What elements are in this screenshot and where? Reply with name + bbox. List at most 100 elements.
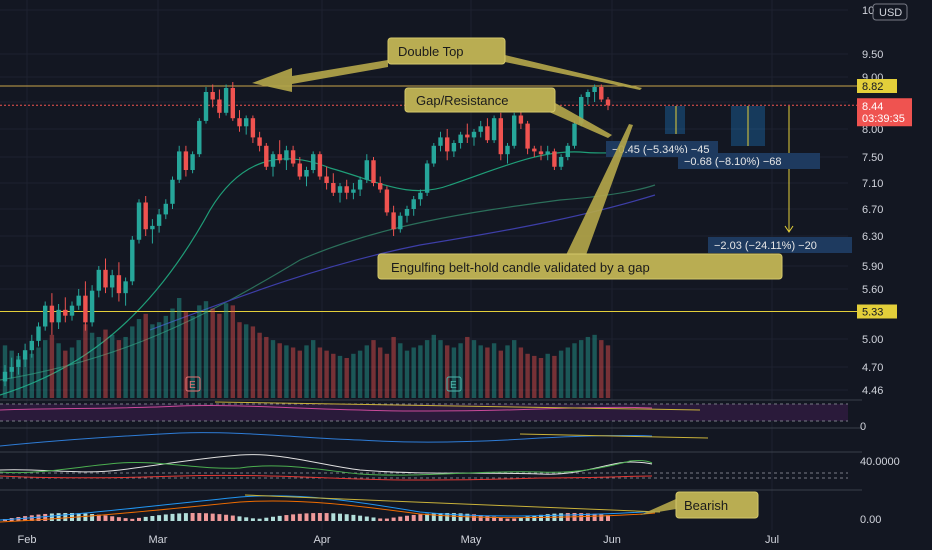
- macd-histogram-bar: [43, 513, 48, 521]
- indicator-pane-4: [0, 489, 862, 523]
- resistance-price-text: 8.82: [862, 81, 883, 93]
- candle: [391, 205, 396, 236]
- volume-bar: [257, 332, 262, 398]
- candle: [357, 176, 363, 196]
- volume-bar: [277, 343, 282, 398]
- candle: [424, 160, 430, 196]
- candle: [525, 120, 530, 155]
- volume-bar: [512, 340, 517, 398]
- candle-body: [277, 154, 282, 161]
- candle: [438, 131, 443, 152]
- currency-badge[interactable]: USD: [872, 3, 908, 21]
- candle-body: [585, 92, 591, 97]
- candle: [317, 151, 323, 180]
- macd-signal-line: [0, 500, 656, 523]
- candle-body: [69, 305, 75, 316]
- ma-fast-line: [0, 149, 656, 396]
- price-tick: 5.90: [862, 261, 883, 273]
- macd-histogram-bar: [250, 518, 255, 521]
- indicator-3-line-b: [0, 460, 653, 476]
- candle: [465, 123, 470, 143]
- volume-bar: [311, 340, 316, 398]
- engulfing-callout[interactable]: Engulfing belt-hold candle validated by …: [377, 124, 783, 280]
- candle-body: [364, 160, 369, 180]
- earnings-mark-2[interactable]: E: [446, 376, 462, 392]
- macd-histogram-bar: [364, 516, 369, 521]
- volume-bar: [270, 340, 276, 398]
- candle: [505, 143, 510, 164]
- candle-body: [498, 118, 503, 155]
- candle: [257, 131, 262, 152]
- candle: [89, 285, 95, 327]
- price-axis[interactable]: 109.509.008.508.007.507.106.706.305.905.…: [862, 5, 883, 397]
- macd-histogram-bar: [83, 513, 88, 521]
- candle: [136, 199, 142, 244]
- candle-body: [203, 92, 209, 121]
- candle-body: [579, 97, 584, 124]
- candle-body: [170, 179, 175, 204]
- bearish-callout[interactable]: Bearish: [640, 491, 759, 519]
- candle-body: [96, 269, 101, 291]
- macd-histogram-bar: [478, 514, 483, 521]
- volume-bar: [572, 343, 577, 398]
- candle: [445, 129, 450, 161]
- candle-body: [183, 151, 189, 170]
- ma-slow-line: [0, 184, 656, 381]
- candle-body: [485, 126, 490, 141]
- volume-bar: [49, 334, 55, 398]
- candle: [197, 118, 202, 157]
- candle: [116, 262, 122, 302]
- indicator-2-line: [0, 432, 653, 447]
- candle: [230, 82, 235, 121]
- candle: [110, 269, 115, 298]
- macd-histogram-bar: [317, 513, 322, 521]
- candle-body: [230, 88, 235, 119]
- volume-bar: [532, 355, 537, 398]
- candle: [170, 176, 175, 209]
- candle: [592, 84, 597, 102]
- earnings-mark-2-label: E: [450, 380, 457, 391]
- candle: [16, 353, 21, 375]
- candle: [190, 151, 195, 174]
- candle-body: [244, 118, 249, 127]
- macd-histogram-bar: [311, 513, 316, 521]
- candle-body: [324, 176, 329, 183]
- volume-bar: [237, 322, 242, 398]
- gap-resistance-callout[interactable]: Gap/Resistance: [404, 87, 612, 138]
- price-tick: 6.70: [862, 204, 883, 216]
- ma-long-line: [149, 194, 656, 331]
- double-top-callout[interactable]: Double Top: [252, 37, 642, 92]
- time-axis[interactable]: Feb Mar Apr May Jun Jul: [18, 534, 780, 546]
- candle: [264, 143, 269, 170]
- volume-bar: [290, 347, 296, 398]
- indicator-3-line-a: [0, 454, 653, 475]
- gap-resistance-pointer: [540, 100, 612, 138]
- candle-body: [143, 202, 148, 230]
- price-tick: 4.46: [862, 385, 883, 397]
- candle: [96, 266, 101, 298]
- candle-body: [43, 305, 48, 327]
- macd-histogram-bar: [498, 517, 503, 521]
- volume-bar: [344, 358, 349, 398]
- volume-bar: [304, 345, 309, 398]
- earnings-mark-1[interactable]: E: [185, 376, 201, 392]
- candle-body: [438, 137, 443, 146]
- candle: [585, 89, 591, 105]
- candle: [49, 293, 55, 335]
- candle: [378, 176, 383, 193]
- volume-bar: [337, 355, 343, 398]
- measure-label-2: −0.68 (−8.10%) −68: [678, 153, 820, 169]
- candle-body: [9, 367, 14, 372]
- macd-histogram-bar: [90, 514, 95, 521]
- indicator-pane-2: [0, 427, 862, 447]
- candle-body: [136, 202, 142, 240]
- macd-histogram-bar: [338, 513, 342, 521]
- candle: [250, 115, 256, 143]
- candle: [183, 145, 189, 177]
- volume-bar: [22, 358, 28, 398]
- macd-histogram-bar: [606, 515, 610, 521]
- candle-body: [532, 148, 537, 152]
- candle-body: [558, 157, 564, 167]
- candle-body: [29, 340, 34, 351]
